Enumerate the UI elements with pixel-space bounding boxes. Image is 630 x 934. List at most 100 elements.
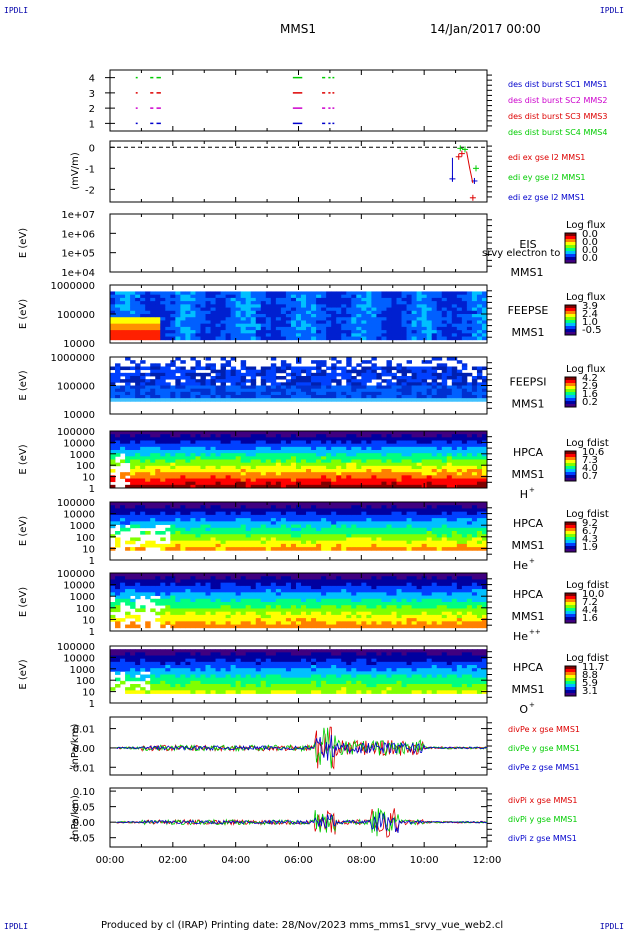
spectrogram-cell [326, 508, 332, 513]
spectrogram-cell [321, 323, 327, 328]
spectrogram-cell [406, 333, 412, 337]
colorbar-tick-label: 6.7 [582, 526, 598, 537]
colorbar-cell [565, 471, 576, 473]
spectrogram-cell [115, 576, 121, 580]
spectrogram-cell [240, 462, 247, 467]
spectrogram-cell [160, 456, 166, 460]
instrument-label: HPCA [513, 517, 544, 530]
spectrogram-cell [371, 443, 377, 448]
spectrogram-cell [285, 508, 292, 513]
spectrogram-cell [290, 382, 297, 386]
spectrogram-cell [351, 385, 357, 390]
spectrogram-cell [115, 450, 121, 454]
spectrogram-cell [120, 330, 126, 334]
spectrogram-cell [366, 478, 372, 483]
spectrogram-cell [366, 398, 372, 402]
spectrogram-cell [341, 323, 347, 328]
spectrogram-cell [160, 478, 166, 483]
spectrogram-cell [115, 372, 121, 377]
spectrogram-cell [351, 531, 357, 535]
spectrogram-cell [180, 518, 186, 522]
spectrogram-cell [411, 508, 418, 513]
spectrogram-cell [270, 543, 277, 548]
spectrogram-cell [110, 330, 116, 334]
spectrogram-cell [170, 534, 176, 538]
spectrogram-cell [195, 511, 201, 516]
spectrogram-cell [341, 514, 347, 519]
spectrogram-cell [170, 388, 176, 393]
spectrogram-cell [386, 385, 392, 390]
spectrogram-cell [466, 385, 473, 390]
spectrogram-cell [391, 437, 397, 441]
spectrogram-cell [185, 376, 191, 380]
spectrogram-cell [215, 502, 221, 506]
spectrogram-cell [185, 537, 191, 542]
spectrogram-cell [316, 475, 322, 479]
spectrogram-cell [301, 537, 307, 542]
spectrogram-cell [311, 527, 317, 532]
spectrogram-cell [461, 505, 468, 509]
spectrogram-cell [220, 326, 227, 331]
spectrogram-cell [200, 437, 206, 441]
spectrogram-cell [220, 462, 227, 467]
spectrogram-cell [446, 456, 453, 460]
spectrogram-cell [190, 398, 196, 402]
spectrogram-cell [411, 478, 418, 483]
colorbar-cell [565, 544, 576, 546]
spectrogram-cell [240, 330, 247, 334]
spectrogram-cell [270, 314, 277, 318]
spectrogram-cell [205, 440, 211, 445]
spectrogram-cell [225, 336, 232, 341]
spectrogram-cell [250, 440, 257, 445]
spectrogram-cell [170, 310, 176, 315]
spectrogram-cell [356, 369, 362, 374]
spectrogram-cell [255, 465, 262, 470]
spectrogram-cell [195, 459, 201, 464]
spectrogram-cell [396, 505, 402, 509]
spectrogram-cell [205, 481, 211, 486]
spectrogram-cell [461, 537, 468, 542]
spectrogram-cell [290, 537, 297, 542]
spectrogram-cell [436, 398, 443, 402]
spectrogram-cell [436, 462, 443, 467]
spectrogram-cell [431, 391, 438, 396]
spectrogram-cell [351, 398, 357, 402]
spectrogram-cell [230, 297, 237, 302]
spectrogram-cell [140, 330, 146, 334]
spectrogram-cell [220, 437, 227, 441]
spectrogram-cell [421, 385, 428, 390]
spectrogram-cell [290, 434, 297, 438]
colorbar-cell [565, 474, 576, 476]
spectrogram-cell [401, 376, 407, 380]
spectrogram-cell [431, 450, 438, 454]
colorbar-cell [565, 329, 576, 331]
spectrogram-cell [326, 547, 332, 551]
spectrogram-cell [306, 469, 312, 473]
spectrogram-cell [170, 521, 176, 525]
spectrogram-cell [225, 469, 232, 473]
spectrogram-cell [471, 443, 478, 448]
spectrogram-cell [225, 301, 232, 305]
spectrogram-cell [235, 478, 242, 483]
spectrogram-cell [376, 521, 382, 525]
y-tick-label: -2 [85, 185, 95, 196]
spectrogram-cell [301, 527, 307, 532]
spectrogram-cell [200, 484, 206, 489]
spectrogram-cell [471, 294, 478, 299]
spectrogram-cell [341, 531, 347, 535]
spectrogram-cell [306, 440, 312, 445]
spectrogram-cell [235, 297, 242, 302]
spectrogram-cell [456, 502, 463, 506]
spectrogram-cell [190, 372, 196, 377]
spectrogram-cell [280, 462, 287, 467]
spectrogram-cell [346, 531, 352, 535]
spectrogram-cell [260, 301, 267, 305]
spectrogram-cell [265, 481, 272, 486]
spectrogram-cell [145, 443, 151, 448]
spectrogram-cell [481, 366, 488, 371]
spectrogram-cell [421, 291, 428, 296]
spectrogram-cell [205, 330, 211, 334]
spectrogram-cell [461, 465, 468, 470]
spectrogram-cell [406, 527, 412, 532]
spectrogram-cell [185, 431, 191, 435]
